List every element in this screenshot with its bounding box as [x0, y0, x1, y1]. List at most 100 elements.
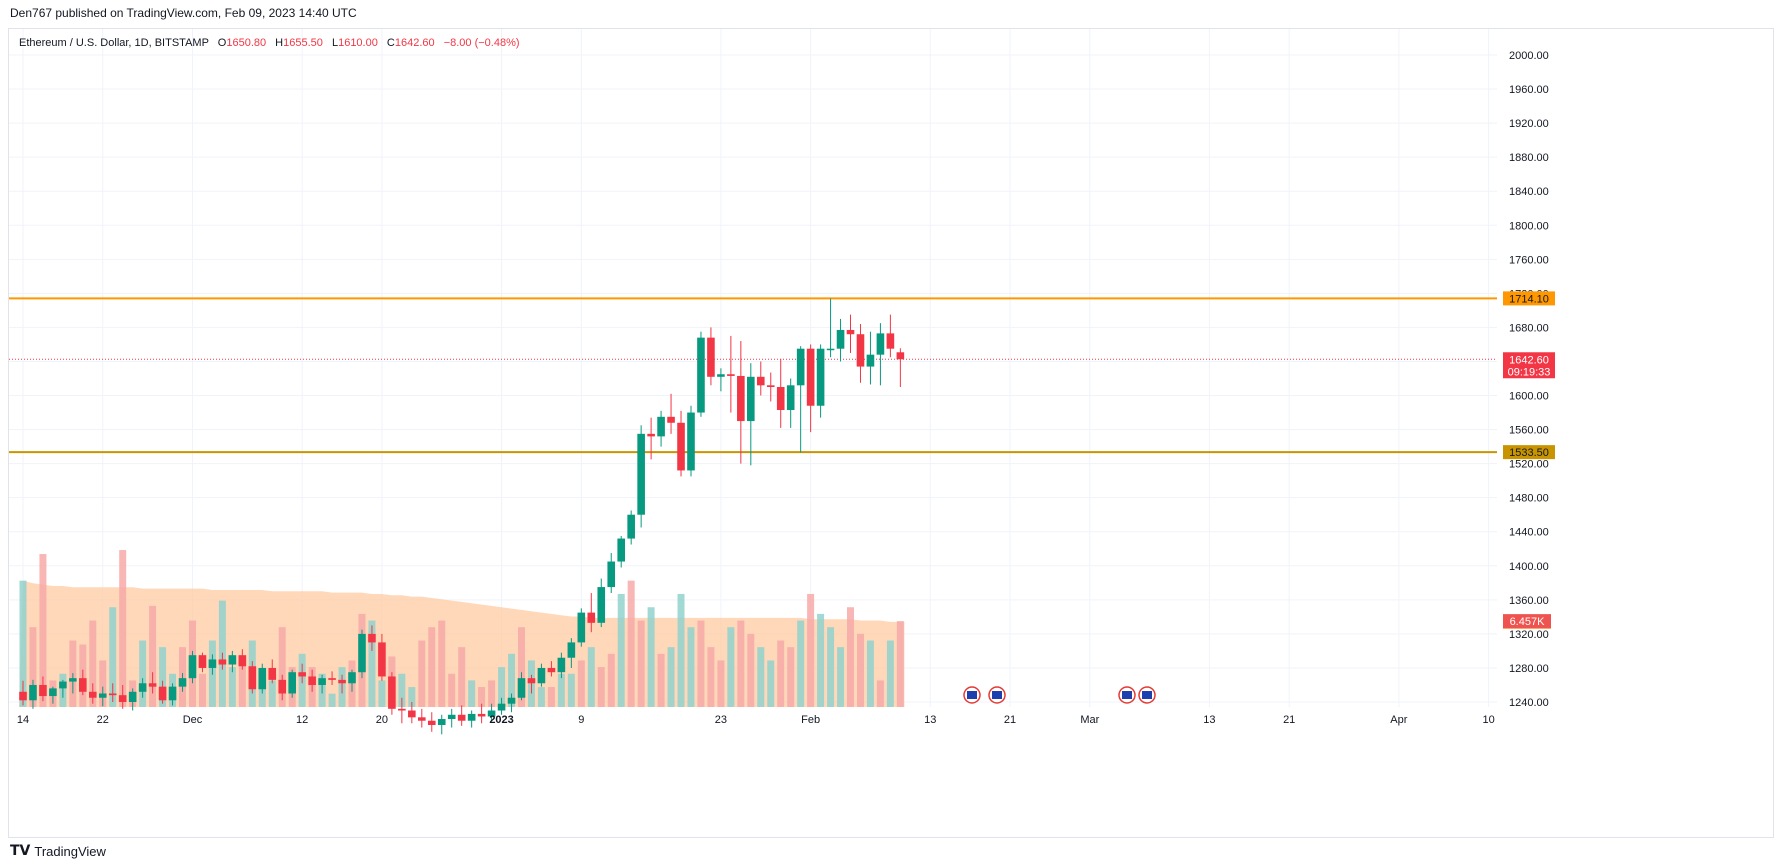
volume-bar	[856, 633, 864, 707]
us-flag-event-icon[interactable]	[963, 686, 981, 704]
candle-body	[467, 713, 476, 721]
candle	[457, 705, 466, 726]
candle-body	[39, 684, 47, 697]
volume-bar	[607, 653, 615, 707]
candle	[657, 410, 665, 447]
candle	[358, 629, 366, 679]
candle-body	[707, 337, 715, 377]
candle	[876, 323, 885, 386]
candle-body	[547, 667, 556, 673]
candle-body	[507, 697, 516, 704]
candle	[138, 678, 147, 698]
time-tick-label: 2023	[489, 714, 513, 726]
candle-body	[178, 678, 187, 687]
candle	[398, 697, 406, 724]
price-tick-label: 1680.00	[1509, 322, 1549, 334]
candle	[238, 649, 247, 670]
candle-body	[298, 672, 306, 677]
candle	[188, 650, 197, 684]
time-tick-label: 21	[1283, 714, 1295, 726]
candle-body	[896, 352, 905, 360]
candle	[437, 714, 446, 735]
volume-bar	[717, 660, 725, 707]
candle-body	[128, 691, 137, 702]
candle-body	[667, 416, 675, 423]
volume-bar	[428, 627, 436, 707]
candle-body	[567, 642, 576, 658]
candle-body	[368, 633, 376, 643]
time-axis[interactable]: 14 22 Dec 12 20 2023 9 23 Feb 13 21 Mar 13 21 Apr 10	[17, 714, 1495, 726]
candle-body	[418, 717, 426, 721]
volume-bar	[508, 653, 516, 707]
candle	[178, 673, 187, 692]
volume-bar	[458, 647, 466, 707]
candle-body	[148, 683, 157, 687]
chart-frame[interactable]: 2000.00 1960.00 1920.00 1880.00 1840.00 1800.…	[8, 28, 1774, 838]
candle-body	[408, 710, 416, 718]
candle	[507, 693, 516, 713]
candle	[727, 335, 735, 413]
time-tick-label: Feb	[801, 714, 820, 726]
candle	[268, 659, 277, 684]
candle	[677, 410, 685, 477]
volume-bar	[687, 627, 695, 707]
price-tick-label: 1800.00	[1509, 220, 1549, 232]
candle	[826, 298, 835, 358]
candle-body	[876, 333, 885, 355]
candle	[607, 553, 616, 594]
tradingview-logo-icon: 𝗧𝗩	[10, 843, 31, 859]
candle-body	[318, 678, 326, 685]
candle	[687, 405, 695, 477]
price-chart[interactable]: 2000.00 1960.00 1920.00 1880.00 1840.00 1800.…	[9, 29, 1775, 839]
candle-body	[358, 633, 366, 673]
volume-bar	[787, 647, 795, 707]
event-flag	[1142, 691, 1152, 699]
candle-body	[826, 348, 835, 351]
candle	[667, 393, 675, 434]
time-tick-label: 13	[924, 714, 936, 726]
event-markers[interactable]	[963, 686, 1156, 704]
candle-body	[118, 695, 127, 702]
us-flag-event-icon[interactable]	[1138, 686, 1156, 704]
candle	[477, 703, 486, 724]
candle-body	[697, 337, 705, 413]
open-value: 1650.80	[226, 37, 266, 49]
level-badge-label: 1533.50	[1509, 447, 1549, 459]
us-flag-event-icon[interactable]	[988, 686, 1006, 704]
candle	[567, 638, 576, 668]
volume-bar	[667, 647, 675, 707]
tradingview-logo[interactable]: 𝗧𝗩 TradingView	[10, 843, 106, 859]
candle	[517, 672, 526, 701]
price-axis[interactable]: 2000.00 1960.00 1920.00 1880.00 1840.00 1800.…	[1503, 50, 1555, 709]
price-tick-label: 1480.00	[1509, 493, 1549, 505]
candle-body	[248, 666, 257, 690]
candle	[158, 680, 167, 704]
volume-bar	[228, 667, 236, 707]
candle-body	[218, 659, 227, 665]
candle-body	[49, 688, 57, 697]
candle	[418, 708, 426, 728]
publisher-line: Den767 published on TradingView.com, Feb…	[10, 6, 357, 20]
price-tick-label: 1320.00	[1509, 629, 1549, 641]
volume-bar	[89, 620, 97, 707]
svg-text:Ethereum / U.S. Dollar, 1D, BI: Ethereum / U.S. Dollar, 1D, BITSTAMP O16…	[19, 37, 520, 49]
volume-bar	[866, 640, 874, 707]
candle-body	[856, 334, 865, 367]
candle-body	[487, 710, 496, 717]
us-flag-event-icon[interactable]	[1118, 686, 1136, 704]
candles[interactable]	[19, 298, 905, 735]
candle	[707, 327, 715, 386]
candle-body	[776, 387, 785, 410]
candle	[806, 344, 815, 433]
candle-body	[796, 348, 805, 386]
volume-bar	[19, 580, 27, 707]
candle-body	[308, 676, 316, 685]
volume-bar	[547, 687, 555, 707]
candle	[637, 425, 645, 528]
candle	[308, 669, 316, 692]
volume-bar	[827, 627, 835, 707]
event-flag	[967, 691, 977, 699]
time-tick-label: 13	[1203, 714, 1215, 726]
volume-bar	[617, 593, 625, 707]
candle-body	[607, 561, 616, 588]
